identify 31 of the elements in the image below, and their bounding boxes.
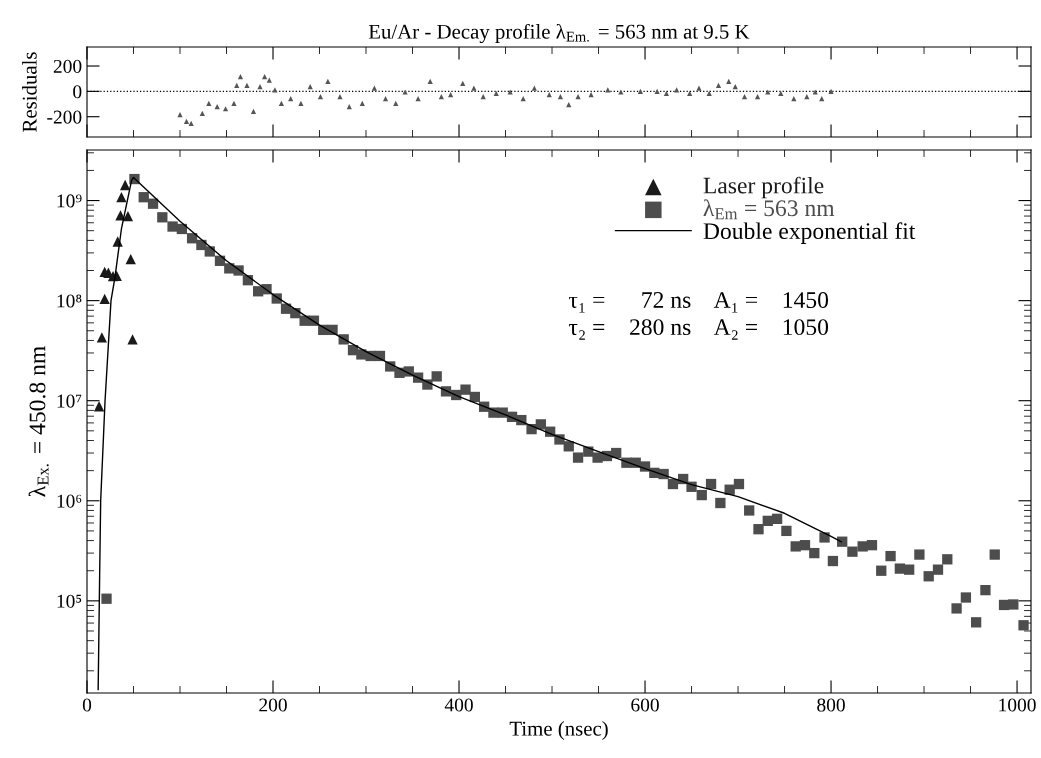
chart-title: Eu/Ar - Decay profile λ$_{Em.}$ = 563 nm at 9.5 K: [368, 23, 750, 44]
y-tick-label: 0: [73, 85, 82, 99]
legend-label: λ$_{Em}$ = 563 nm: [703, 199, 835, 220]
point: [119, 179, 131, 191]
x-tick-label: 1000: [999, 698, 1036, 712]
y-tick-label: 10⁵: [57, 594, 82, 608]
x-tick-label: 600: [631, 698, 659, 712]
point: [127, 334, 138, 345]
point: [116, 192, 127, 203]
x-axis-title: Time (nsec): [509, 721, 608, 740]
x-tick-label: 800: [817, 698, 845, 712]
y-tick-label: 10⁷: [57, 394, 82, 408]
annotation: τ₁ = 72 ns A₁ = 1450: [568, 292, 829, 313]
y-tick-label: 10⁸: [57, 294, 82, 308]
point: [99, 293, 110, 305]
point: [122, 210, 134, 222]
x-tick-label: 0: [82, 698, 92, 712]
x-tick-label: 400: [444, 698, 473, 712]
x-tick-label: 200: [259, 698, 287, 712]
legend-label: Laser profile: [703, 176, 824, 199]
legend-label: Double exponential fit: [703, 222, 916, 244]
y-tick-label: 200: [53, 59, 82, 73]
y-axis-title: λ$_{Ex.}$ = 450.8 nm: [28, 346, 49, 497]
annotation: τ₂ = 280 ns A₂ = 1050: [568, 319, 829, 340]
y-tick-label: -200: [47, 110, 82, 124]
y-tick-label: 10⁹: [57, 194, 82, 208]
y-tick-label: 10⁶: [57, 494, 82, 508]
point: [125, 253, 136, 265]
y-axis-title: Residuals: [22, 52, 37, 132]
point: [96, 332, 108, 343]
point: [93, 401, 105, 412]
